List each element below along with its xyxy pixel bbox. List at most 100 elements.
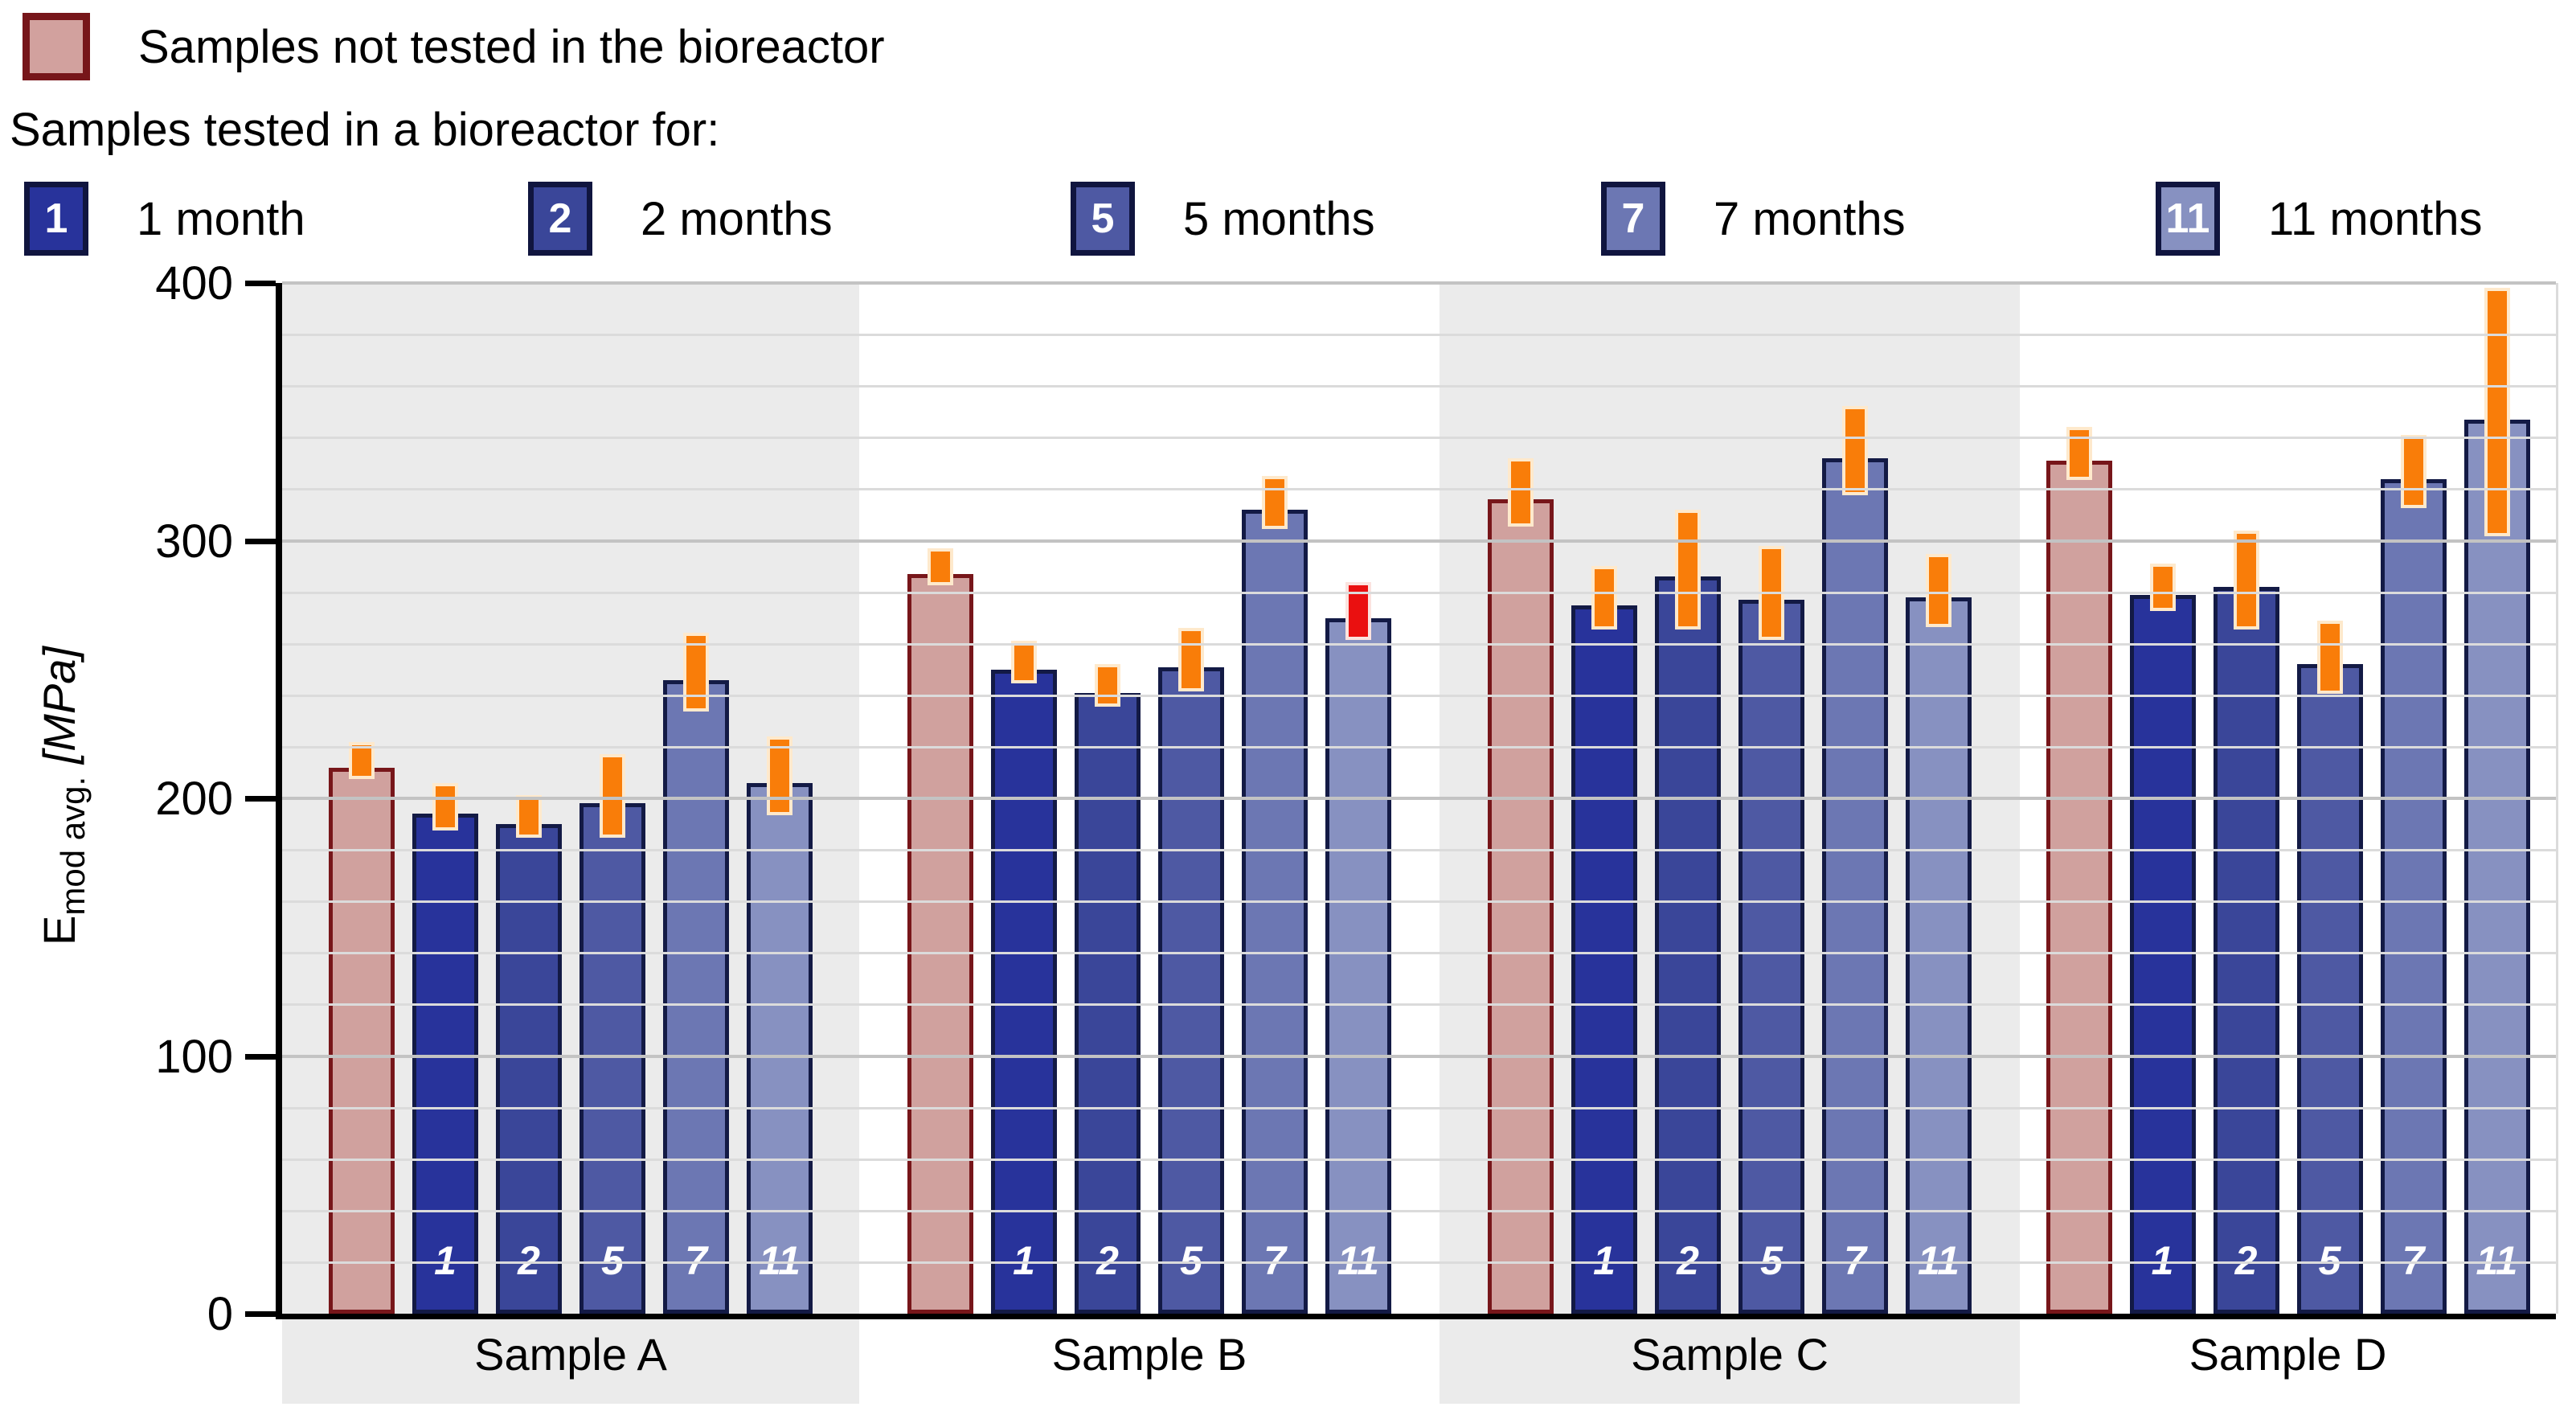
gridline-major bbox=[282, 1055, 2556, 1058]
bar-month-7: 7 bbox=[1242, 476, 1308, 1314]
bar-not-tested bbox=[2046, 427, 2112, 1314]
y-tick-label: 200 bbox=[155, 773, 233, 825]
bar-month-2: 2 bbox=[496, 795, 562, 1314]
error-bar bbox=[2484, 288, 2510, 536]
bar-number-label: 1 bbox=[434, 1238, 457, 1283]
bar-not-tested bbox=[1488, 458, 1554, 1314]
y-tick-mark bbox=[245, 796, 276, 802]
legend-item-box-7: 7 bbox=[1601, 182, 1665, 256]
gridline-minor bbox=[282, 746, 2556, 748]
bar-month-5: 5 bbox=[579, 754, 645, 1314]
bar-month-11: 11 bbox=[2463, 288, 2530, 1314]
gridline-minor bbox=[282, 952, 2556, 954]
gridline-major bbox=[282, 797, 2556, 800]
bar-number-label: 5 bbox=[1180, 1238, 1202, 1283]
bar-month-2: 2 bbox=[1655, 510, 1721, 1314]
bar-number-label: 1 bbox=[1013, 1238, 1035, 1283]
legend-item-label-5: 5 months bbox=[1183, 192, 1375, 245]
gridline-minor bbox=[282, 1107, 2556, 1109]
bar-number-label: 5 bbox=[2318, 1238, 2341, 1283]
bar-month-11: 11 bbox=[747, 736, 813, 1314]
legend-item-label-7: 7 months bbox=[1714, 192, 1906, 245]
error-bar bbox=[683, 633, 709, 712]
y-axis-spine bbox=[276, 283, 282, 1319]
bar-not-tested bbox=[907, 548, 973, 1314]
bar-number-label: 7 bbox=[685, 1238, 707, 1283]
error-bar bbox=[1345, 582, 1371, 640]
bar-month-11: 11 bbox=[1906, 554, 1972, 1314]
gridline-minor bbox=[282, 900, 2556, 903]
gridline-minor bbox=[282, 488, 2556, 490]
y-axis-title-main: E bbox=[33, 915, 84, 945]
bar-row-sample-a: 1 2 5 7 11 bbox=[282, 283, 859, 1314]
sample-label: Sample B bbox=[1051, 1329, 1247, 1380]
bar-month-5: 5 bbox=[1158, 628, 1224, 1314]
error-bar bbox=[767, 736, 792, 815]
y-tick-label: 100 bbox=[155, 1031, 233, 1083]
gridline-minor bbox=[282, 437, 2556, 439]
gridline-minor bbox=[282, 849, 2556, 851]
error-bar bbox=[2233, 531, 2259, 630]
error-bar bbox=[1262, 476, 1288, 529]
error-bar bbox=[2066, 427, 2092, 480]
sample-label: Sample A bbox=[474, 1329, 667, 1380]
sample-label: Sample D bbox=[2189, 1329, 2387, 1380]
sample-label: Sample C bbox=[1631, 1329, 1829, 1380]
error-bar bbox=[1011, 641, 1037, 683]
gridline-major bbox=[282, 281, 2556, 285]
legend-not-tested-swatch bbox=[23, 13, 90, 80]
bar-number-label: 5 bbox=[1760, 1238, 1783, 1283]
y-tick-mark bbox=[245, 1311, 276, 1317]
bar-month-2: 2 bbox=[2213, 531, 2279, 1314]
error-bar bbox=[2149, 564, 2176, 611]
error-bar bbox=[1926, 554, 1951, 627]
x-axis-spine bbox=[276, 1314, 2556, 1319]
gridline-minor bbox=[282, 1210, 2556, 1212]
bar-month-7: 7 bbox=[663, 633, 729, 1314]
error-bar bbox=[1095, 664, 1120, 707]
bar-number-label: 2 bbox=[1677, 1238, 1699, 1283]
error-bar bbox=[1842, 406, 1868, 495]
error-bar bbox=[1178, 628, 1204, 691]
gridline-major bbox=[282, 539, 2556, 543]
bar-number-label: 7 bbox=[1263, 1238, 1286, 1283]
error-bar bbox=[1591, 566, 1617, 630]
bar-number-label: 2 bbox=[518, 1238, 540, 1283]
legend-item-box-5: 5 bbox=[1071, 182, 1135, 256]
error-bar bbox=[1508, 458, 1534, 527]
y-axis-title-unit: [MPa] bbox=[33, 646, 84, 765]
error-bar bbox=[432, 783, 458, 830]
legend-item-label-11: 11 months bbox=[2268, 192, 2483, 245]
bar-number-label: 5 bbox=[601, 1238, 624, 1283]
bar-month-1: 1 bbox=[412, 783, 478, 1314]
bar-number-label: 7 bbox=[1844, 1238, 1866, 1283]
bar-number-label: 7 bbox=[2402, 1238, 2425, 1283]
bar-number-label: 1 bbox=[2151, 1238, 2174, 1283]
bar-row-sample-c: 1 2 5 7 11 bbox=[1440, 283, 2020, 1314]
bar-month-1: 1 bbox=[2129, 564, 2196, 1314]
legend-item-label-2: 2 months bbox=[641, 192, 833, 245]
gridline-minor bbox=[282, 334, 2556, 336]
gridline-minor bbox=[282, 1003, 2556, 1006]
bar-number-label: 2 bbox=[2234, 1238, 2258, 1283]
error-bar bbox=[1675, 510, 1701, 630]
bar-number-label: 11 bbox=[2476, 1238, 2518, 1283]
y-tick-label: 300 bbox=[155, 515, 233, 568]
gridline-minor bbox=[282, 385, 2556, 388]
bar-month-5: 5 bbox=[1738, 546, 1804, 1314]
gridline-minor bbox=[282, 1261, 2556, 1264]
error-bar bbox=[2400, 435, 2427, 508]
category-band-sample-b: 1 2 5 7 11 Sample B bbox=[859, 283, 1440, 1404]
bar-month-7: 7 bbox=[1822, 406, 1888, 1314]
y-tick-label: 0 bbox=[207, 1288, 233, 1340]
plot-right-edge bbox=[2556, 283, 2558, 1314]
legend-tested-heading: Samples tested in a bioreactor for: bbox=[10, 104, 720, 156]
bar-number-label: 11 bbox=[1918, 1238, 1960, 1283]
bar-number-label: 11 bbox=[759, 1238, 801, 1283]
bar-month-5: 5 bbox=[2296, 621, 2363, 1314]
bar-month-1: 1 bbox=[991, 641, 1057, 1314]
y-tick-mark bbox=[245, 539, 276, 544]
gridline-minor bbox=[282, 695, 2556, 697]
bar-month-11: 11 bbox=[1325, 582, 1391, 1314]
gridline-minor bbox=[282, 592, 2556, 594]
